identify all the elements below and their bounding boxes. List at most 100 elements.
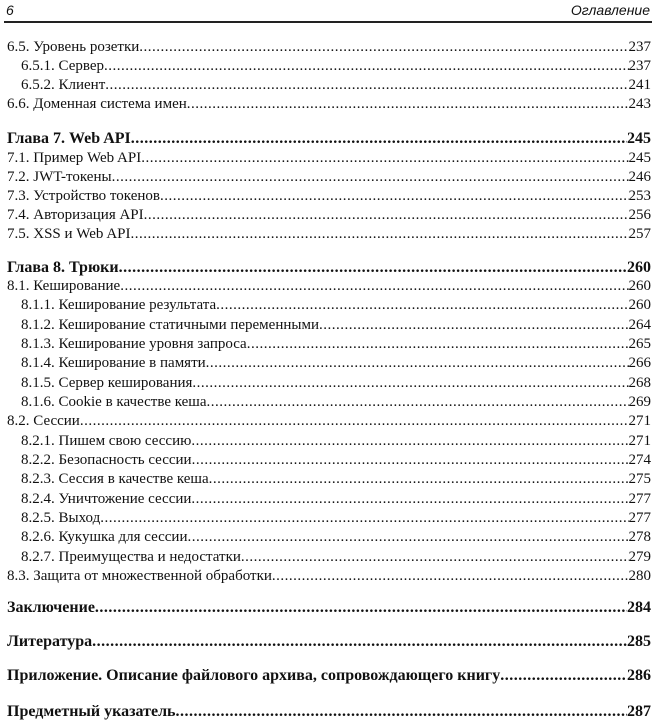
dot-leader: ........................................… — [94, 599, 627, 616]
toc-chapter-entry: Литература..............................… — [7, 632, 651, 651]
toc-entry: 8.1.5. Сервер кеширования...............… — [7, 374, 651, 393]
dot-leader: ........................................… — [216, 297, 629, 314]
entry-page-number: 257 — [628, 226, 652, 242]
entry-page-number: 266 — [628, 355, 652, 372]
entry-title: 8.2. Сессии — [7, 413, 80, 430]
entry-page-number: 253 — [628, 188, 652, 204]
toc-entry: 6.5.1. Сервер...........................… — [7, 57, 651, 76]
toc-entry: 8.2. Сессии.............................… — [7, 412, 651, 431]
entry-title: 8.1.3. Кеширование уровня запроса — [21, 335, 247, 352]
toc-entry: 6.5.2. Клиент...........................… — [7, 76, 651, 95]
entry-title: 7.1. Пример Web API — [7, 150, 142, 166]
toc-entry: 8.2.4. Уничтожение сессии...............… — [7, 490, 651, 509]
entry-title: Глава 8. Трюки — [7, 259, 119, 276]
entry-title: 8.1. Кеширование — [7, 278, 121, 294]
toc-entry: 6.5. Уровень розетки....................… — [7, 38, 651, 57]
entry-page-number: 237 — [628, 58, 652, 74]
dot-leader: ........................................… — [143, 207, 629, 223]
dot-leader: ........................................… — [120, 278, 628, 294]
toc-chapter-entry: Глава 8. Трюки..........................… — [7, 258, 651, 277]
entry-title: 7.2. JWT-токены — [7, 169, 112, 185]
dot-leader: ........................................… — [208, 471, 629, 488]
toc-entry: 8.1.1. Кеширование результата...........… — [7, 296, 651, 315]
entry-title: 8.1.4. Кеширование в памяти — [21, 355, 206, 372]
entry-page-number: 260 — [628, 297, 652, 314]
entry-title: 7.4. Авторизация API — [7, 207, 144, 223]
entry-page-number: 245 — [628, 150, 652, 166]
dot-leader: ........................................… — [130, 130, 627, 147]
page-number: 6 — [6, 2, 14, 18]
entry-title: 7.5. XSS и Web API — [7, 226, 131, 242]
entry-page-number: 237 — [628, 39, 652, 55]
entry-title: Литература — [7, 633, 93, 650]
dot-leader: ........................................… — [240, 548, 629, 565]
entry-page-number: 269 — [628, 393, 652, 410]
entry-page-number: 271 — [628, 413, 652, 430]
entry-page-number: 277 — [628, 490, 652, 507]
toc-entry: 8.3. Защита от множественной обработки..… — [7, 567, 651, 586]
entry-title: 8.1.6. Cookie в качестве кеша — [21, 393, 207, 410]
entry-page-number: 264 — [628, 316, 652, 333]
entry-page-number: 287 — [627, 703, 651, 720]
entry-title: 8.2.5. Выход — [21, 509, 101, 526]
entry-title: 6.5.2. Клиент — [21, 77, 106, 93]
dot-leader: ........................................… — [111, 169, 629, 185]
entry-title: 6.6. Доменная система имен — [7, 96, 187, 112]
dot-leader: ........................................… — [206, 393, 629, 410]
dot-leader: ........................................… — [271, 567, 629, 584]
entry-page-number: 245 — [627, 130, 651, 147]
entry-title: 7.3. Устройство токенов — [7, 188, 160, 204]
dot-leader: ........................................… — [186, 96, 629, 112]
entry-title: 8.2.6. Кукушка для сессии — [21, 529, 188, 546]
entry-title: 8.2.2. Безопасность сессии — [21, 451, 192, 468]
dot-leader: ........................................… — [105, 77, 629, 93]
entry-page-number: 285 — [627, 633, 651, 650]
dot-leader: ........................................… — [500, 667, 627, 684]
toc-entry: 8.1.3. Кеширование уровня запроса.......… — [7, 335, 651, 354]
dot-leader: ........................................… — [191, 490, 629, 507]
entry-title: Приложение. Описание файлового архива, с… — [7, 667, 501, 684]
toc-entry: 6.6. Доменная система имен..............… — [7, 95, 651, 114]
entry-page-number: 286 — [627, 667, 651, 684]
dot-leader: ........................................… — [246, 335, 629, 352]
entry-page-number: 278 — [628, 529, 652, 546]
entry-page-number: 284 — [627, 599, 651, 616]
entry-page-number: 260 — [627, 259, 651, 276]
dot-leader: ........................................… — [175, 703, 627, 720]
entry-page-number: 241 — [628, 77, 652, 93]
toc-entry: 8.2.3. Сессия в качестве кеша...........… — [7, 470, 651, 489]
entry-title: 6.5.1. Сервер — [21, 58, 104, 74]
entry-page-number: 246 — [628, 169, 652, 185]
dot-leader: ........................................… — [187, 529, 628, 546]
entry-page-number: 279 — [628, 548, 652, 565]
entry-title: 8.1.2. Кеширование статичными переменным… — [21, 316, 319, 333]
toc-chapter-entry: Предметный указатель....................… — [7, 702, 651, 721]
entry-page-number: 271 — [628, 432, 652, 449]
entry-page-number: 268 — [628, 374, 652, 391]
toc-entry: 7.2. JWT-токены.........................… — [7, 168, 651, 187]
entry-page-number: 260 — [628, 278, 652, 294]
dot-leader: ........................................… — [92, 633, 627, 650]
entry-page-number: 256 — [628, 207, 652, 223]
entry-title: 8.2.3. Сессия в качестве кеша — [21, 471, 209, 488]
running-title: Оглавление — [570, 2, 650, 18]
dot-leader: ........................................… — [118, 259, 627, 276]
entry-title: Заключение — [7, 599, 95, 616]
entry-page-number: 274 — [628, 451, 652, 468]
toc-entry: 8.1.2. Кеширование статичными переменным… — [7, 316, 651, 335]
dot-leader: ........................................… — [139, 39, 629, 55]
entry-page-number: 265 — [628, 335, 652, 352]
toc-entry: 7.5. XSS и Web API......................… — [7, 225, 651, 244]
entry-title: 8.2.7. Преимущества и недостатки — [21, 548, 241, 565]
dot-leader: ........................................… — [100, 509, 629, 526]
toc-entry: 8.1. Кеширование........................… — [7, 277, 651, 296]
dot-leader: ........................................… — [79, 413, 629, 430]
toc-chapter-entry: Заключение..............................… — [7, 598, 651, 617]
entry-title: 8.2.1. Пишем свою сессию — [21, 432, 192, 449]
entry-page-number: 277 — [628, 509, 652, 526]
toc-entry: 8.2.1. Пишем свою сессию................… — [7, 432, 651, 451]
dot-leader: ........................................… — [191, 451, 629, 468]
entry-title: 8.3. Защита от множественной обработки — [7, 567, 272, 584]
toc-entry: 8.2.6. Кукушка для сессии...............… — [7, 528, 651, 547]
entry-title: 8.2.4. Уничтожение сессии — [21, 490, 192, 507]
